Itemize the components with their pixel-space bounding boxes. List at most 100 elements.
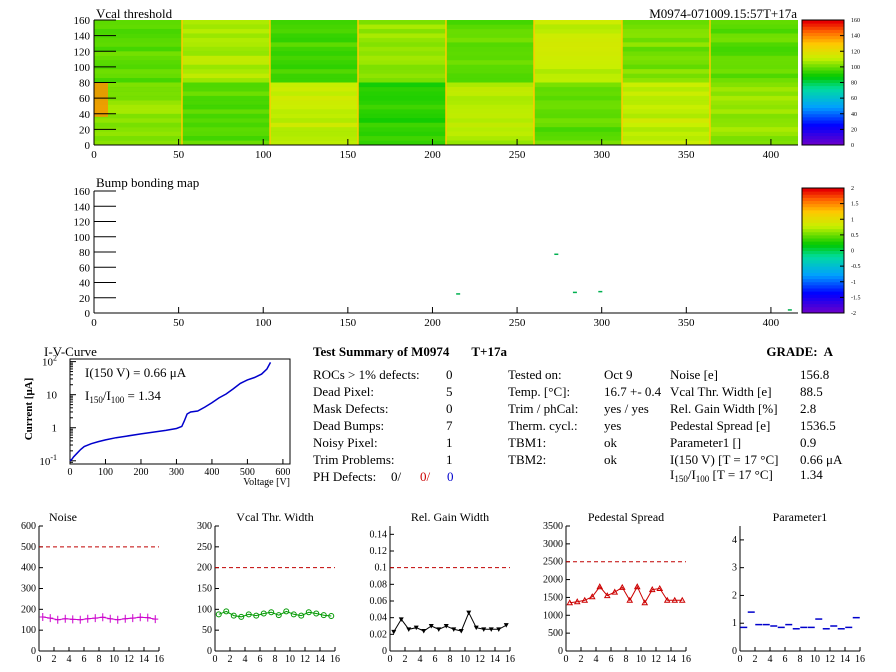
x-tick-label: 300	[593, 149, 610, 161]
colorbar-segment	[802, 263, 844, 267]
heatmap-stripe	[270, 42, 358, 48]
colorbar-segment	[802, 194, 844, 198]
heatmap-stripe	[94, 86, 182, 92]
heatmap-stripe	[622, 64, 710, 70]
summary-right-label: Noise [e]	[670, 367, 718, 382]
iv-x-tick-label: 200	[133, 467, 148, 478]
small-x-tick-label: 6	[609, 654, 614, 665]
colorbar-segment	[802, 73, 844, 77]
heatmap-stripe	[710, 136, 798, 141]
heatmap-stripe	[270, 140, 358, 146]
heatmap-stripe	[94, 140, 182, 146]
heatmap-stripe	[446, 42, 534, 48]
colorbar-segment	[802, 291, 844, 295]
heatmap-stripe	[534, 109, 622, 115]
heatmap-stripe	[182, 24, 270, 30]
summary-left-label: Dead Pixel:	[313, 384, 374, 399]
data-point	[466, 610, 472, 616]
heatmap-stripe	[94, 113, 182, 119]
heatmap-stripe	[622, 82, 710, 88]
small-x-tick-label: 14	[139, 654, 149, 665]
heatmap-stripe	[534, 118, 622, 123]
small-y-tick-label: 0.08	[370, 579, 388, 590]
heatmap-stripe	[710, 24, 798, 30]
small-y-tick-label: 0.14	[370, 529, 388, 540]
colorbar-segment	[802, 63, 844, 68]
heatmap-stripe	[182, 95, 270, 101]
colorbar-tick-label: 0	[851, 249, 854, 255]
heatmap-stripe	[94, 69, 182, 74]
colorbar-segment	[802, 35, 844, 40]
heatmap-stripe	[358, 42, 446, 48]
colorbar-segment	[802, 101, 844, 105]
heatmap-stripe	[534, 42, 622, 48]
heatmap-stripe	[446, 69, 534, 74]
y-tick-label: 140	[74, 201, 91, 213]
small-y-tick-label: 2	[732, 590, 737, 601]
x-tick-label: 100	[255, 317, 272, 329]
heatmap-stripe	[94, 73, 182, 79]
bump-map-plot-area	[456, 253, 792, 311]
iv-y-tick-label: 102	[42, 354, 57, 369]
data-point	[99, 613, 106, 622]
colorbar-segment	[802, 129, 844, 133]
small-x-tick-label: 8	[97, 654, 102, 665]
data-point	[328, 613, 335, 619]
data-point	[69, 615, 76, 624]
y-tick-label: 0	[85, 308, 91, 320]
heatmap-stripe	[622, 73, 710, 79]
heatmap-stripe	[710, 33, 798, 39]
small-chart-line	[393, 611, 507, 633]
data-point	[481, 627, 487, 632]
heatmap-stripe	[182, 140, 270, 146]
small-x-tick-label: 16	[505, 654, 515, 665]
heatmap-stripe	[710, 109, 798, 115]
heatmap-stripe	[710, 20, 798, 25]
colorbar-segment	[802, 275, 844, 280]
colorbar-segment	[802, 23, 844, 27]
colorbar-segment	[802, 88, 844, 93]
small-chart-line	[569, 585, 683, 604]
heatmap-stripe	[534, 91, 622, 97]
small-y-tick-label: 4	[732, 535, 737, 546]
iv-y-tick-exponent: -1	[50, 453, 57, 462]
heatmap-stripe	[710, 82, 798, 88]
colorbar-segment	[802, 60, 844, 65]
summary-right-value: 88.5	[800, 384, 823, 399]
small-y-tick-label: 100	[197, 604, 212, 615]
y-tick-label: 140	[74, 31, 91, 43]
heatmap-stripe	[182, 109, 270, 115]
colorbar-segment	[802, 259, 844, 264]
small-x-tick-label: 12	[475, 654, 485, 665]
heatmap-stripe	[182, 82, 270, 88]
summary-mid-label: TBM1:	[508, 435, 546, 450]
heatmap-stripe	[182, 136, 270, 141]
heatmap-stripe	[358, 104, 446, 110]
heatmap-stripe	[534, 82, 622, 88]
data-point	[473, 625, 479, 631]
small-y-tick-label: 0.02	[370, 629, 388, 640]
heatmap-stripe	[710, 28, 798, 34]
heatmap-stripe	[94, 91, 182, 97]
small-x-tick-label: 8	[624, 654, 629, 665]
heatmap-stripe	[358, 91, 446, 97]
colorbar-segment	[802, 32, 844, 37]
colorbar-segment	[802, 85, 844, 90]
small-y-tick-label: 150	[197, 584, 212, 595]
x-tick-label: 400	[763, 317, 780, 329]
x-tick-label: 50	[173, 317, 185, 329]
heatmap-stripe	[446, 113, 534, 119]
heatmap-stripe	[94, 109, 182, 115]
x-tick-label: 200	[424, 149, 441, 161]
small-x-tick-label: 2	[52, 654, 57, 665]
heatmap-stripe	[270, 113, 358, 119]
heatmap-stripe	[358, 140, 446, 146]
data-point	[588, 593, 596, 600]
data-point	[633, 583, 641, 590]
data-point	[114, 615, 121, 624]
summary-mid-value: ok	[604, 435, 618, 450]
iv-xlabel: Voltage [V]	[243, 477, 290, 488]
heatmap-stripe	[710, 51, 798, 57]
heatmap-stripe	[358, 131, 446, 137]
data-point	[275, 612, 282, 619]
